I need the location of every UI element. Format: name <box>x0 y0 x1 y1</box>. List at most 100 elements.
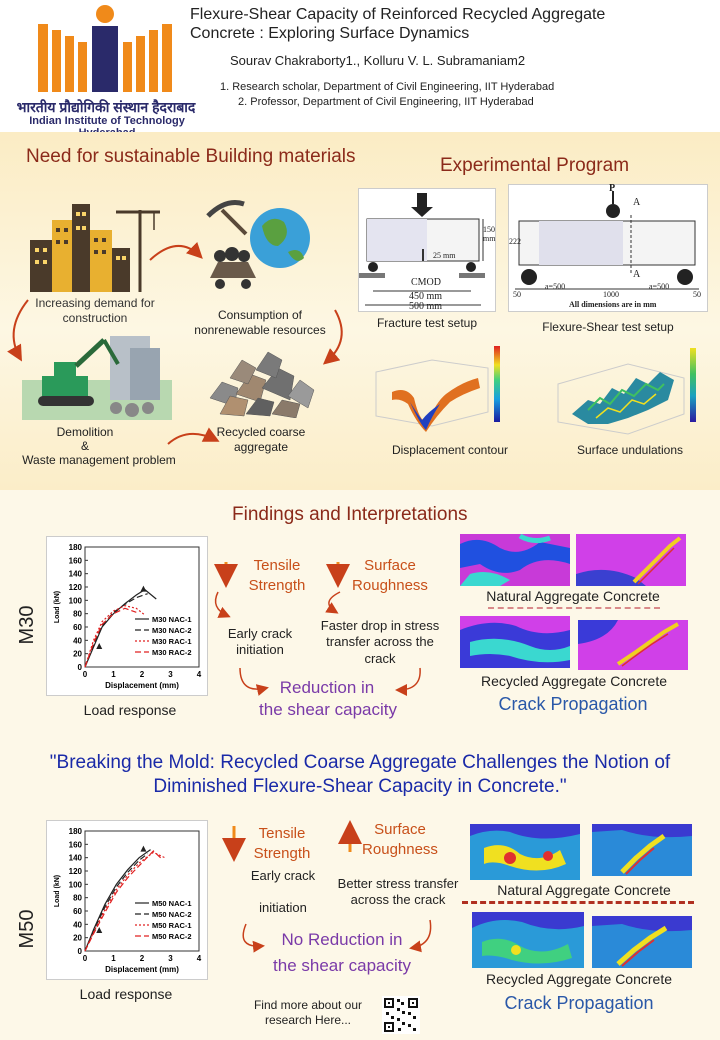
displacement-caption: Displacement contour <box>391 443 509 457</box>
m30-chart-ytick-label: 0 <box>78 663 83 672</box>
flow-arrows-icon <box>7 241 343 445</box>
demand-label: Increasing demand for construction <box>35 296 155 325</box>
m50-chart-legend-label: M50 NAC-2 <box>152 910 192 919</box>
logo-hindi-text: भारतीय प्रौद्योगिकी संस्थान हैदराबाद <box>16 99 196 115</box>
m30-chart-marker-peak <box>140 585 147 592</box>
m50-chart-ytick-label: 100 <box>69 880 83 889</box>
m30-crack-propagation-label: Crack Propagation <box>498 694 648 714</box>
m50-early-label-1: Early crack <box>250 868 316 883</box>
m30-chart-ytick-label: 20 <box>73 650 82 659</box>
surface-undulations-plot <box>557 348 696 435</box>
m30-chart-series-line-3 <box>84 605 146 668</box>
m30-chart-series-line-1 <box>84 588 157 668</box>
depth-222-label: 222 <box>509 237 521 246</box>
m30-chart-plot-area <box>84 546 200 668</box>
m50-chart-xtick-label: 0 <box>83 954 88 963</box>
affiliation-2: 2. Professor, Department of Civil Engine… <box>238 96 534 108</box>
m50-tensile-label: Tensile Strength <box>253 825 311 863</box>
section-a-top-label: A <box>633 197 641 208</box>
m50-chart-legend-label: M50 RAC-2 <box>152 932 192 941</box>
m30-chart-ytick-label: 40 <box>73 636 82 645</box>
m30-chart-ytick-label: 160 <box>69 556 83 565</box>
m50-chart-legend-label: M50 NAC-1 <box>152 899 192 908</box>
cmod-label: CMOD <box>411 277 442 288</box>
poster-title-line1: Flexure-Shear Capacity of Reinforced Rec… <box>190 6 606 23</box>
span-450-label: 450 mm <box>409 291 443 302</box>
m50-load-chart: 0 20 40 60 80 100 120 140 160 180 0 1 2 3 4 Displacemen… <box>46 820 208 980</box>
m30-reduction-label-2: the shear capacity <box>259 700 397 719</box>
depth-150-label: 150 mm <box>483 225 496 243</box>
m30-chart-legend-label: M30 NAC-1 <box>152 615 192 624</box>
m30-chart-marker-triangle <box>96 643 103 649</box>
flexure-setup-figure: P A A 222 a=500 a=500 1000 50 50 All dim… <box>508 183 708 312</box>
m30-roughness-label: Surface Roughness <box>352 557 428 594</box>
m50-chart-plot-area <box>84 830 200 952</box>
m30-rac-label: Recycled Aggregate Concrete <box>481 673 667 689</box>
m30-chart-xtick-label: 2 <box>140 670 145 679</box>
m30-chart-ylabel: Load (kN) <box>54 591 61 623</box>
m50-chart-series-line-3 <box>84 851 166 952</box>
m50-chart-marker-peak <box>140 845 147 852</box>
m30-nac-crack-map-2 <box>576 534 686 586</box>
m30-chart-legend-label: M30 NAC-2 <box>152 626 192 635</box>
m50-chart-ylabel: Load (kN) <box>54 875 61 907</box>
findings-section-title: Findings and Interpretations <box>232 504 468 525</box>
m50-chart-ytick-label: 160 <box>69 840 83 849</box>
span-1000-label: 1000 <box>603 290 619 299</box>
section-a-bottom-label: A <box>633 269 641 280</box>
m50-rac-crack-map-1 <box>472 912 584 968</box>
m50-chart-xlabel: Displacement (mm) <box>105 965 179 974</box>
m50-rac-label: Recycled Aggregate Concrete <box>486 971 672 987</box>
m30-early-label: Early crack initiation <box>227 626 293 658</box>
m50-chart-legend-label: M50 RAC-1 <box>152 921 192 930</box>
demolition-label-2: & <box>80 439 89 453</box>
overhang-left-label: 50 <box>513 290 521 299</box>
m30-chart-xtick-label: 4 <box>197 670 202 679</box>
m30-grade-label: M30 <box>16 605 38 645</box>
m30-chart-ytick-label: 60 <box>73 623 82 632</box>
poster-header: भारतीय प्रौद्योगिकी संस्थान हैदराबाद Ind… <box>0 0 720 139</box>
m30-rac-crack-map-1 <box>460 616 570 668</box>
m30-divider <box>488 607 660 609</box>
aggregate-pile-icon <box>209 351 315 418</box>
authors: Sourav Chakraborty1., Kolluru V. L. Subr… <box>230 53 526 68</box>
m50-chart-ytick-label: 40 <box>73 920 82 929</box>
m50-chart-xtick-label: 4 <box>197 954 202 963</box>
notch-25-label: 25 mm <box>433 251 456 260</box>
m30-chart-xtick-label: 0 <box>83 670 88 679</box>
m50-nac-label: Natural Aggregate Concrete <box>497 882 671 898</box>
surface-caption: Surface undulations <box>576 443 684 457</box>
shear-span-right-label: a=500 <box>649 282 670 291</box>
consumption-label: Consumption of nonrenewable resources <box>194 308 326 337</box>
displacement-contour-plot <box>375 346 500 432</box>
m30-chart-ytick-label: 180 <box>69 543 83 552</box>
find-more-text: Find more about our research Here... <box>253 998 363 1027</box>
length-500-label: 500 mm <box>409 301 443 312</box>
m50-roughness-label: Surface Roughness <box>362 821 438 858</box>
quote-line-2: Diminished Flexure-Shear Capacity in Con… <box>153 776 567 797</box>
demolition-label-3: Waste management problem <box>22 453 176 467</box>
m30-chart-ytick-label: 140 <box>69 570 83 579</box>
affiliation-1: 1. Research scholar, Department of Civil… <box>220 81 555 93</box>
flexure-caption: Flexure-Shear test setup <box>542 320 674 334</box>
overhang-right-label: 50 <box>693 290 701 299</box>
m50-chart-ytick-label: 140 <box>69 854 83 863</box>
m30-chart-ytick-label: 100 <box>69 596 83 605</box>
m50-chart-ytick-label: 80 <box>73 894 82 903</box>
m50-chart-xtick-label: 3 <box>168 954 173 963</box>
m50-chart-caption: Load response <box>79 986 173 1002</box>
m30-chart-ytick-label: 80 <box>73 610 82 619</box>
m30-chart-ytick-label: 120 <box>69 583 83 592</box>
m30-chart-series-line-4 <box>84 607 137 668</box>
m30-chart-xlabel: Displacement (mm) <box>105 681 179 690</box>
m50-chart-ytick-label: 20 <box>73 934 82 943</box>
m50-chart-marker-triangle <box>96 927 103 933</box>
m50-grade-label: M50 <box>16 909 38 949</box>
m50-chart-ytick-label: 180 <box>69 827 83 836</box>
quote-line-1: "Breaking the Mold: Recycled Coarse Aggr… <box>49 752 671 773</box>
qr-code-icon[interactable] <box>382 996 420 1034</box>
city-construction-icon <box>30 204 160 292</box>
m50-chart-series-line-4 <box>84 850 163 952</box>
need-section-title: Need for sustainable Building materials <box>26 146 356 167</box>
demolition-icon <box>22 336 172 420</box>
